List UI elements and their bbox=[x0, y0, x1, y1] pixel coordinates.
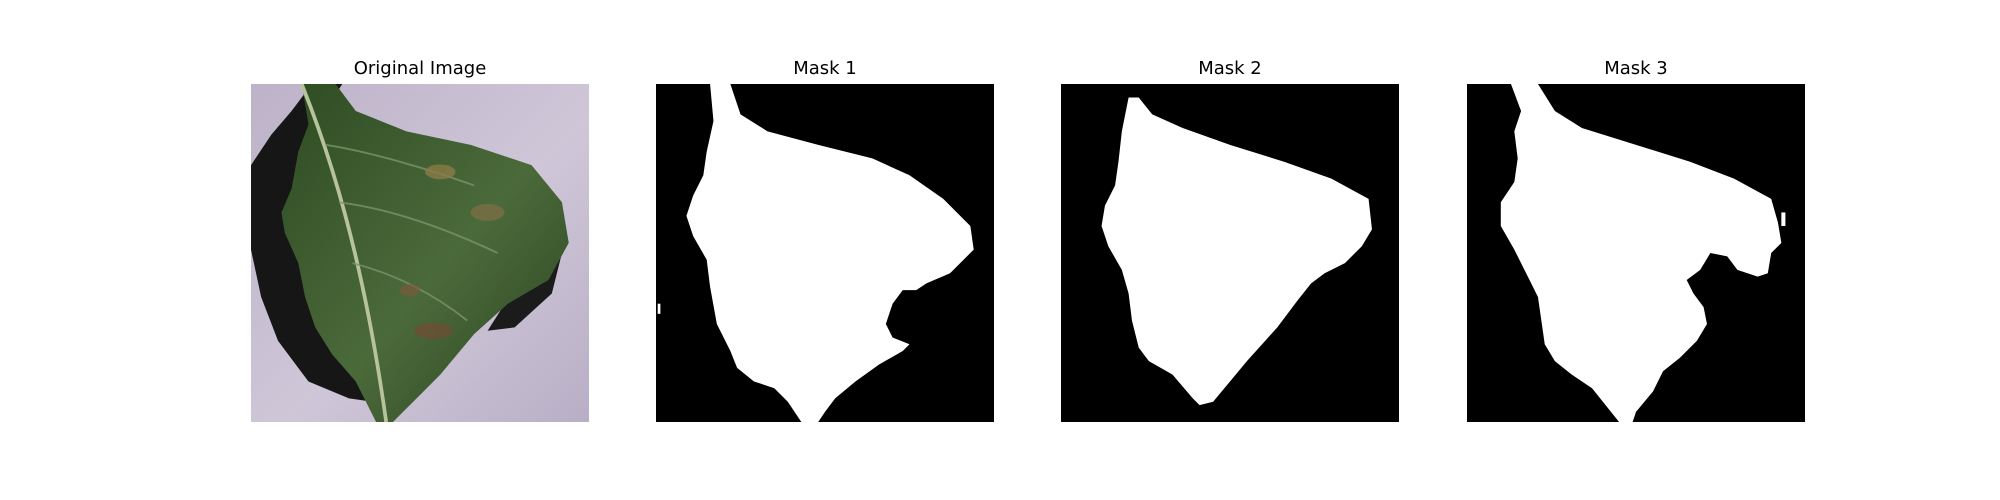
mask-2-panel: Mask 2 bbox=[1061, 0, 1399, 500]
mask-2-image bbox=[1061, 84, 1399, 422]
mask-speck bbox=[956, 249, 963, 256]
mask-3-region bbox=[1500, 84, 1782, 422]
mask-1-region bbox=[686, 84, 974, 422]
original-image-panel: Original Image bbox=[251, 0, 589, 500]
leaf-photo bbox=[251, 84, 589, 422]
lesion bbox=[413, 322, 454, 339]
mask-1-image bbox=[656, 84, 994, 422]
lesion bbox=[470, 203, 505, 221]
leaf-shadow bbox=[251, 84, 373, 402]
panel-title: Mask 1 bbox=[793, 58, 857, 79]
mask-2-region bbox=[1101, 97, 1372, 406]
mask-speck bbox=[657, 303, 661, 314]
mask-speck bbox=[1781, 212, 1786, 226]
mask-1-panel: Mask 1 bbox=[656, 0, 994, 500]
mask-speck bbox=[1165, 205, 1169, 209]
mask-speck bbox=[865, 351, 873, 356]
panel-title: Mask 3 bbox=[1604, 58, 1668, 79]
mask-3-image bbox=[1467, 84, 1805, 422]
mask-3-panel: Mask 3 bbox=[1467, 0, 1805, 500]
lesion bbox=[399, 284, 420, 297]
lesion bbox=[425, 164, 456, 180]
panel-title: Original Image bbox=[353, 58, 487, 79]
leaf bbox=[281, 84, 569, 422]
panel-title: Mask 2 bbox=[1198, 58, 1262, 79]
leaf-midrib bbox=[299, 84, 389, 422]
